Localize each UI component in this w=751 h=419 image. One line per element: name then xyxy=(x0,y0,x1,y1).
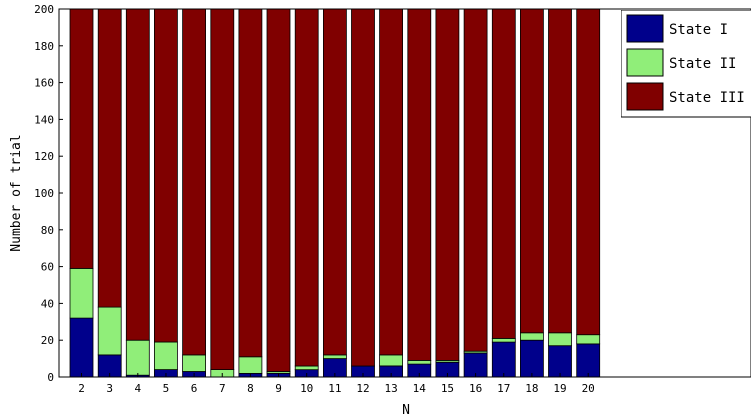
bar-segment-2-n3 xyxy=(97,306,122,356)
x-tick-label: 7 xyxy=(219,382,226,395)
y-tick-label: 120 xyxy=(34,150,54,163)
bar-segment-2-n6 xyxy=(182,354,207,372)
x-tick-label: 9 xyxy=(275,382,282,395)
bar-segment-3-n2 xyxy=(69,8,94,269)
x-tick-label: 4 xyxy=(134,382,141,395)
bar-segment-3-n4 xyxy=(125,8,150,341)
x-tick-label: 15 xyxy=(441,382,454,395)
y-tick-label: 200 xyxy=(34,3,54,16)
x-tick-label: 6 xyxy=(191,382,198,395)
y-tick-label: 100 xyxy=(34,187,54,200)
bar-segment-2-n10 xyxy=(294,365,319,371)
bar-segment-3-n17 xyxy=(491,8,516,339)
x-tick-label: 18 xyxy=(525,382,538,395)
x-tick-label: 20 xyxy=(582,382,595,395)
y-tick-label: 80 xyxy=(41,224,54,237)
bar-segment-1-n20 xyxy=(576,343,601,378)
bar-segment-3-n14 xyxy=(407,8,432,361)
y-tick-label: 60 xyxy=(41,261,54,274)
legend-label: State I xyxy=(669,22,728,38)
bar-segment-1-n17 xyxy=(491,341,516,378)
y-tick-label: 0 xyxy=(47,371,54,384)
x-tick-label: 16 xyxy=(469,382,482,395)
y-tick-label: 140 xyxy=(34,113,54,126)
bar-segment-2-n14 xyxy=(407,359,432,365)
bar-segment-2-n8 xyxy=(238,356,263,374)
bar-segment-3-n10 xyxy=(294,8,319,367)
x-tick-label: 14 xyxy=(413,382,427,395)
legend-swatch xyxy=(626,48,664,77)
bar-segment-3-n19 xyxy=(548,8,572,334)
x-tick-label: 10 xyxy=(300,382,313,395)
legend: State I State II State III xyxy=(621,10,751,118)
x-tick-label: 12 xyxy=(356,382,369,395)
x-tick-label: 19 xyxy=(553,382,566,395)
bar-segment-3-n16 xyxy=(463,8,488,352)
bar-segment-3-n3 xyxy=(97,8,122,308)
x-tick-label: 17 xyxy=(497,382,510,395)
bar-segment-3-n18 xyxy=(520,8,544,334)
bar-segment-2-n13 xyxy=(379,354,404,367)
x-tick-label: 8 xyxy=(247,382,254,395)
bar-segment-3-n7 xyxy=(210,8,235,371)
bar-segment-2-n19 xyxy=(548,332,572,347)
y-axis-label: Number of trial xyxy=(9,134,24,251)
x-tick-label: 2 xyxy=(78,382,85,395)
bar-segment-3-n8 xyxy=(238,8,263,358)
bar-segment-1-n19 xyxy=(548,345,572,378)
bar-segment-2-n4 xyxy=(125,339,150,376)
y-tick-label: 160 xyxy=(34,77,54,90)
legend-label: State II xyxy=(669,56,736,72)
legend-label: State III xyxy=(669,90,745,106)
bar-segment-1-n18 xyxy=(520,339,544,378)
bar-segment-2-n11 xyxy=(322,354,347,359)
bar-segment-3-n5 xyxy=(153,8,178,343)
bar-segment-1-n2 xyxy=(69,317,94,378)
x-tick-label: 3 xyxy=(106,382,113,395)
legend-swatch xyxy=(626,82,664,111)
y-tick-label: 180 xyxy=(34,40,54,53)
bar-segment-2-n2 xyxy=(69,267,94,319)
bar-segment-3-n20 xyxy=(576,8,601,336)
x-axis-label: N xyxy=(402,403,410,418)
bar-segment-3-n11 xyxy=(322,8,347,356)
axes-layer: 2 3 4 5 6 7 8 9 10 11 12 13 14 15 16 17 18 19 200204060801… xyxy=(34,3,751,395)
legend-swatch xyxy=(626,14,664,43)
bar-segment-3-n12 xyxy=(351,8,375,367)
bar-segment-2-n18 xyxy=(520,332,544,341)
x-tick-label: 13 xyxy=(385,382,398,395)
bars-layer xyxy=(69,8,601,378)
y-tick-label: 20 xyxy=(41,334,54,347)
bar-segment-3-n13 xyxy=(379,8,404,356)
bar-segment-2-n5 xyxy=(153,341,178,371)
y-tick-label: 40 xyxy=(41,297,54,310)
x-tick-label: 5 xyxy=(163,382,170,395)
bar-segment-3-n6 xyxy=(182,8,207,356)
bar-segment-3-n9 xyxy=(266,8,291,372)
bar-segment-2-n20 xyxy=(576,334,601,345)
bar-segment-2-n17 xyxy=(491,337,516,343)
x-tick-label: 11 xyxy=(328,382,341,395)
bar-segment-3-n15 xyxy=(435,8,460,361)
